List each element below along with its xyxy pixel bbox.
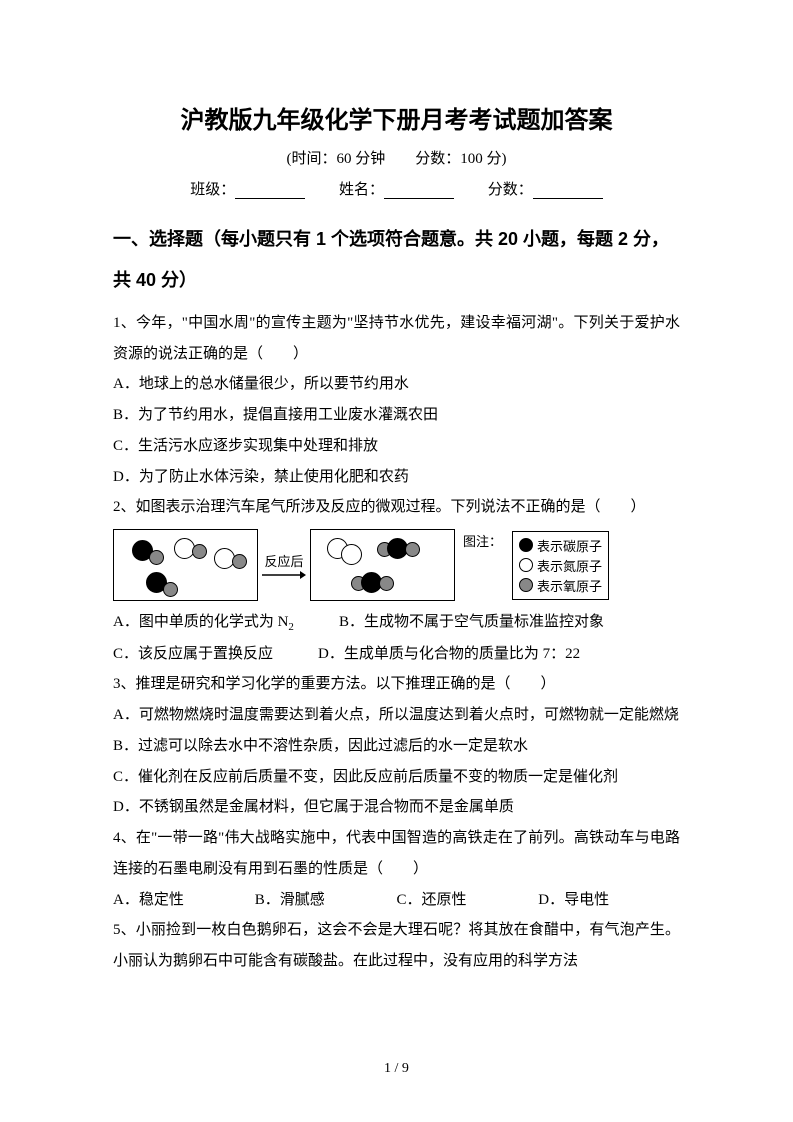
- document-title: 沪教版九年级化学下册月考考试题加答案: [113, 100, 680, 135]
- oxygen-atom-icon: [192, 544, 207, 559]
- legend-box: 表示碳原子 表示氮原子 表示氧原子: [512, 531, 609, 600]
- legend-nitrogen-label: 表示氮原子: [537, 556, 602, 575]
- carbon-legend-icon: [519, 538, 533, 552]
- q2-options-row1: A．图中单质的化学式为 N2 B．生成物不属于空气质量标准监控对象: [113, 607, 680, 639]
- q3-stem: 3、推理是研究和学习化学的重要方法。以下推理正确的是（ ）: [113, 669, 680, 700]
- page-number: 1 / 9: [0, 1061, 793, 1077]
- arrow-container: 反应后: [262, 551, 306, 580]
- q4-stem: 4、在"一带一路"伟大战略实施中，代表中国智造的高铁走在了前列。高铁动车与电路连…: [113, 823, 680, 885]
- q4-option-b: B．滑腻感: [255, 885, 397, 916]
- q4-options: A．稳定性 B．滑腻感 C．还原性 D．导电性: [113, 885, 680, 916]
- q3-option-b: B．过滤可以除去水中不溶性杂质，因此过滤后的水一定是软水: [113, 731, 680, 762]
- q3-option-a: A．可燃物燃烧时温度需要达到着火点，所以温度达到着火点时，可燃物就一定能燃烧: [113, 700, 680, 731]
- q4-option-a: A．稳定性: [113, 885, 255, 916]
- oxygen-atom-icon: [232, 554, 247, 569]
- q1-option-a: A．地球上的总水储量很少，所以要节约用水: [113, 369, 680, 400]
- reactants-box: [113, 529, 258, 601]
- q1-option-c: C．生活污水应逐步实现集中处理和排放: [113, 431, 680, 462]
- class-blank[interactable]: [235, 183, 305, 199]
- class-label: 班级：: [190, 182, 235, 198]
- q2-option-c: C．该反应属于置换反应: [113, 646, 273, 662]
- name-blank[interactable]: [384, 183, 454, 199]
- document-subtitle: (时间：60 分钟 分数：100 分): [113, 147, 680, 168]
- q2-option-d: D．生成单质与化合物的质量比为 7：22: [318, 646, 580, 662]
- q2-options-row2: C．该反应属于置换反应 D．生成单质与化合物的质量比为 7：22: [113, 639, 680, 670]
- q1-stem: 1、今年，"中国水周"的宣传主题为"坚持节水优先，建设幸福河湖"。下列关于爱护水…: [113, 308, 680, 370]
- arrow-label: 反应后: [262, 551, 306, 570]
- section-header: 一、选择题（每小题只有 1 个选项符合题意。共 20 小题，每题 2 分，共 4…: [113, 219, 680, 302]
- nitrogen-atom-icon: [341, 544, 362, 565]
- q2-option-a: A．图中单质的化学式为 N2: [113, 614, 294, 630]
- q2-stem: 2、如图表示治理汽车尾气所涉及反应的微观过程。下列说法不正确的是（ ）: [113, 492, 680, 523]
- legend-carbon-label: 表示碳原子: [537, 536, 602, 555]
- q3-option-d: D．不锈钢虽然是金属材料，但它属于混合物而不是金属单质: [113, 792, 680, 823]
- legend-title: 图注：: [463, 529, 502, 550]
- q2-option-b: B．生成物不属于空气质量标准监控对象: [339, 614, 604, 630]
- oxygen-atom-icon: [405, 542, 420, 557]
- q2-diagram: 反应后 图注： 表示碳原子 表示氮原子 表示氧原子: [113, 529, 680, 601]
- score-blank[interactable]: [533, 183, 603, 199]
- legend-row: 表示碳原子: [519, 536, 602, 555]
- q4-option-c: C．还原性: [397, 885, 539, 916]
- legend-oxygen-label: 表示氧原子: [537, 576, 602, 595]
- info-line: 班级： 姓名： 分数：: [113, 178, 680, 199]
- oxygen-atom-icon: [379, 576, 394, 591]
- name-label: 姓名：: [339, 182, 384, 198]
- products-box: [310, 529, 455, 601]
- legend-row: 表示氮原子: [519, 556, 602, 575]
- q1-option-d: D．为了防止水体污染，禁止使用化肥和农药: [113, 462, 680, 493]
- oxygen-atom-icon: [163, 582, 178, 597]
- q1-option-b: B．为了节约用水，提倡直接用工业废水灌溉农田: [113, 400, 680, 431]
- arrow-icon: [262, 570, 306, 580]
- q3-option-c: C．催化剂在反应前后质量不变，因此反应前后质量不变的物质一定是催化剂: [113, 762, 680, 793]
- legend-row: 表示氧原子: [519, 576, 602, 595]
- q4-option-d: D．导电性: [538, 885, 680, 916]
- q5-stem: 5、小丽捡到一枚白色鹅卵石，这会不会是大理石呢？将其放在食醋中，有气泡产生。小丽…: [113, 915, 680, 977]
- oxygen-legend-icon: [519, 578, 533, 592]
- oxygen-atom-icon: [149, 550, 164, 565]
- score-label: 分数：: [488, 182, 533, 198]
- nitrogen-legend-icon: [519, 558, 533, 572]
